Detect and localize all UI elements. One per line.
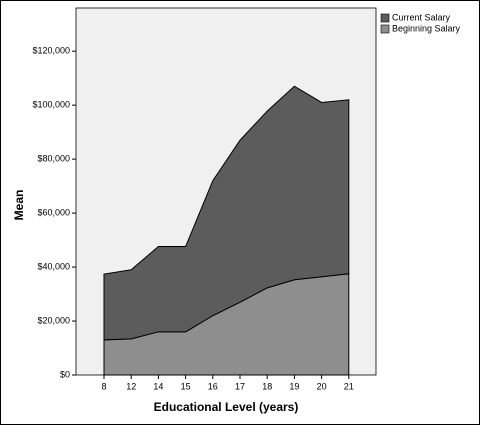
x-tick-label: 17 (235, 381, 245, 391)
y-tick-label: $0 (60, 369, 70, 379)
x-tick-label: 20 (317, 381, 327, 391)
x-tick-label: 14 (153, 381, 163, 391)
x-tick-label: 18 (262, 381, 272, 391)
y-tick-label: $100,000 (32, 100, 70, 110)
x-axis-title: Educational Level (years) (154, 400, 299, 414)
legend-label: Beginning Salary (392, 23, 461, 33)
legend-swatch (380, 24, 390, 34)
y-tick-label: $80,000 (37, 153, 70, 163)
y-tick-label: $20,000 (37, 315, 70, 325)
y-tick-label: $40,000 (37, 261, 70, 271)
x-tick-label: 12 (126, 381, 136, 391)
x-tick-label: 16 (208, 381, 218, 391)
x-tick-label: 15 (181, 381, 191, 391)
x-tick-label: 8 (101, 381, 106, 391)
x-tick-label: 21 (344, 381, 354, 391)
y-tick-label: $60,000 (37, 207, 70, 217)
y-axis-title: Mean (12, 190, 26, 221)
legend-swatch (380, 13, 390, 23)
legend-label: Current Salary (392, 12, 451, 22)
area (103, 85, 350, 341)
x-tick-label: 19 (289, 381, 299, 391)
y-tick-label: $120,000 (32, 46, 70, 56)
